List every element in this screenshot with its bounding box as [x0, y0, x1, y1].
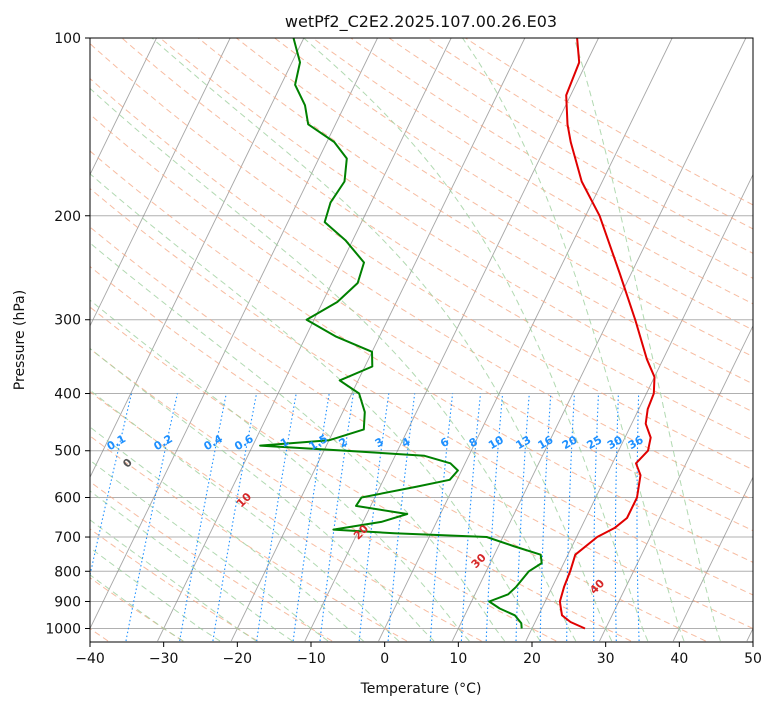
y-axis-label: Pressure (hPa)	[12, 290, 28, 390]
y-tick-label: 300	[54, 313, 81, 329]
mixing-ratio-line	[212, 393, 258, 642]
temperature-profile-line	[558, 38, 656, 630]
isotherm-line	[230, 38, 526, 642]
mixing-ratio-line	[319, 393, 354, 642]
x-tick-label: −20	[223, 651, 253, 667]
x-tick-label: 10	[449, 651, 467, 667]
isotherm-line	[157, 38, 452, 642]
dry-adiabat-line	[90, 435, 408, 642]
moist-adiabat-line	[303, 38, 649, 642]
dry-adiabat-line	[159, 38, 753, 413]
isotherm-line	[378, 38, 673, 642]
x-tick-label: 20	[523, 651, 541, 667]
y-tick-label: 900	[54, 594, 81, 610]
y-tick-label: 100	[54, 31, 81, 47]
dry-adiabat-line	[197, 38, 753, 385]
moist-adiabat-line	[90, 426, 364, 642]
x-tick-label: −30	[149, 651, 179, 667]
y-tick-label: 200	[54, 209, 81, 225]
y-tick-label: 400	[54, 387, 81, 403]
x-tick-label: −40	[75, 651, 105, 667]
dry-adiabat-line	[90, 306, 632, 642]
dry-adiabat-line	[90, 226, 753, 630]
moist-adiabat-line	[462, 38, 685, 642]
plot-frame	[89, 37, 754, 643]
moist-adiabat-line	[90, 519, 257, 642]
y-tick-label: 500	[54, 444, 81, 460]
dry-adiabat-line	[90, 42, 753, 471]
dry-adiabat-line	[90, 528, 258, 642]
x-tick-label: 30	[597, 651, 615, 667]
dry-adiabat-line	[90, 150, 753, 563]
mixing-ratio-line	[387, 393, 416, 642]
moist-adiabat-line	[90, 547, 221, 642]
chart-title: wetPf2_C2E2.2025.107.00.26.E03	[285, 12, 557, 32]
moist-adiabat-line	[90, 242, 505, 642]
moist-adiabat-line	[90, 459, 329, 642]
plot-area	[90, 38, 753, 642]
x-tick-label: 40	[670, 651, 688, 667]
mixing-ratio-line	[292, 393, 330, 642]
moist-adiabat-line	[573, 38, 721, 642]
y-tick-label: 700	[54, 530, 81, 546]
isotherm-line	[525, 173, 753, 642]
mixing-ratio-line	[179, 393, 227, 642]
mixing-ratio-line	[358, 393, 390, 642]
isotherm-line	[672, 476, 753, 642]
x-tick-label: −10	[296, 651, 326, 667]
dry-adiabat-line	[90, 113, 753, 532]
moist-adiabat-line	[90, 173, 541, 642]
isotherm-line	[304, 38, 599, 642]
dry-adiabat-line	[90, 265, 706, 642]
moist-adiabat-line	[90, 347, 435, 642]
mixing-ratio-line	[429, 393, 454, 642]
dry-adiabat-line	[350, 38, 753, 279]
x-tick-label: 50	[744, 651, 762, 667]
y-tick-label: 1000	[45, 622, 81, 638]
isotherm-line	[0, 38, 9, 641]
dry-adiabat-line	[274, 38, 753, 331]
isotherm-line	[90, 38, 157, 176]
isotherm-line	[451, 38, 747, 642]
mixing-ratio-line	[256, 393, 297, 642]
x-tick-label: 0	[380, 651, 389, 667]
moist-adiabat-line	[90, 574, 184, 642]
dry-adiabat-line	[312, 38, 753, 305]
mixing-ratio-line	[90, 393, 133, 578]
dry-adiabat-line	[90, 77, 753, 501]
y-tick-label: 800	[54, 564, 81, 580]
isotherm-line	[599, 324, 753, 642]
x-axis-label: Temperature (°C)	[360, 681, 482, 697]
dewpoint-profile-line	[259, 38, 543, 629]
mixing-ratio-line	[125, 393, 178, 642]
dry-adiabat-line	[121, 38, 753, 441]
dry-adiabat-line	[388, 38, 753, 254]
dry-adiabat-line	[236, 38, 753, 358]
y-tick-label: 600	[54, 490, 81, 506]
isotherm-line	[90, 38, 305, 479]
isotherm-line	[90, 38, 231, 327]
